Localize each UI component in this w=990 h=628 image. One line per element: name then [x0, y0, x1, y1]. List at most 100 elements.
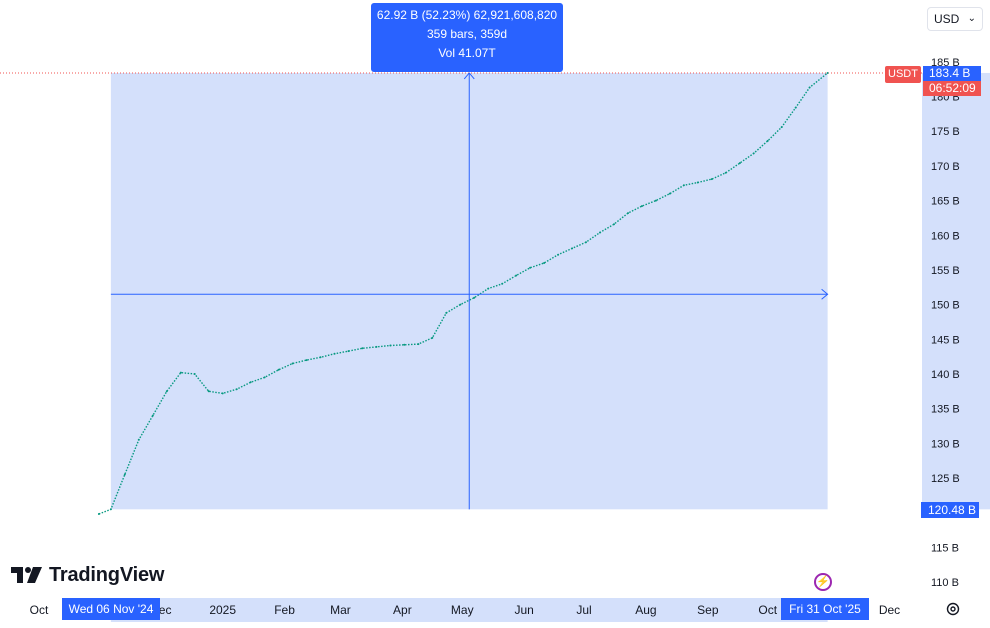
data-point	[738, 162, 741, 165]
data-point	[291, 362, 294, 365]
chevron-down-icon: ⌄	[967, 13, 976, 24]
y-tick-label: 150 B	[931, 300, 960, 312]
data-point	[389, 344, 392, 347]
data-point	[109, 508, 112, 511]
data-point	[151, 414, 154, 417]
data-point	[431, 336, 434, 339]
data-point	[808, 86, 811, 89]
data-point	[724, 171, 727, 174]
data-point	[193, 373, 196, 375]
y-tick-label: 135 B	[931, 404, 960, 416]
data-point	[599, 231, 601, 234]
y-tick-label: 175 B	[931, 126, 960, 138]
data-point	[137, 438, 140, 441]
measure-change: 62.92 B (52.23%) 62,921,608,820	[376, 8, 558, 22]
data-point	[305, 359, 308, 362]
price-axis-highlight	[922, 72, 990, 510]
data-point	[826, 72, 829, 74]
data-point	[682, 184, 685, 187]
x-tick-label: Jun	[514, 603, 533, 617]
x-tick-label: 2025	[209, 603, 236, 617]
data-point	[501, 282, 504, 285]
settings-gear-icon[interactable]	[945, 601, 961, 617]
y-tick-label: 170 B	[931, 161, 960, 173]
data-point	[319, 356, 322, 359]
data-point	[249, 381, 252, 384]
y-tick-label: 185 B	[931, 57, 960, 69]
tradingview-logo-icon	[11, 567, 42, 583]
data-point	[235, 388, 238, 391]
data-point	[515, 274, 518, 277]
data-point	[571, 247, 574, 250]
data-point	[403, 343, 406, 346]
measure-end-date: Fri 31 Oct '25	[781, 598, 869, 620]
y-tick-label: 160 B	[931, 230, 960, 242]
arrow-up-icon	[463, 72, 475, 80]
y-tick-label: 140 B	[931, 369, 960, 381]
data-point	[585, 241, 587, 244]
y-tick-label: 115 B	[931, 542, 959, 554]
data-point	[780, 126, 783, 129]
data-point	[613, 223, 615, 226]
data-point	[640, 205, 643, 208]
x-tick-label: May	[451, 603, 474, 617]
measure-volume: Vol 41.07T	[438, 46, 496, 60]
data-point	[557, 253, 560, 256]
data-point	[333, 352, 336, 355]
data-point	[347, 350, 350, 353]
x-tick-label: Oct	[30, 603, 49, 617]
x-tick-label: Oct	[758, 603, 777, 617]
measure-info-box: 62.92 B (52.23%) 62,921,608,820 359 bars…	[371, 3, 563, 72]
x-tick-label: Mar	[330, 603, 351, 617]
data-point	[668, 192, 671, 195]
data-point	[165, 390, 168, 393]
data-point	[123, 473, 126, 476]
data-point	[696, 181, 699, 184]
x-tick-label: Sep	[697, 603, 719, 617]
flash-icon[interactable]: ⚡	[814, 573, 832, 591]
data-point	[794, 106, 797, 109]
data-point	[221, 392, 224, 395]
data-point	[417, 343, 420, 346]
y-tick-label: 110 B	[931, 577, 959, 589]
data-point	[207, 390, 210, 393]
currency-label: USD	[934, 12, 960, 26]
data-point	[529, 266, 532, 269]
last-price-tag: 183.4 B	[923, 66, 981, 81]
data-point	[710, 178, 713, 181]
time-axis-highlight	[110, 598, 828, 622]
data-point	[654, 199, 657, 202]
x-tick-label: Jul	[576, 603, 591, 617]
data-point	[543, 262, 546, 264]
x-tick-label: Apr	[393, 603, 412, 617]
x-tick-label: Dec	[879, 603, 900, 617]
data-point	[487, 287, 490, 290]
data-point	[752, 152, 755, 155]
data-point	[263, 376, 266, 379]
measure-start-date: Wed 06 Nov '24	[62, 598, 160, 620]
tradingview-logo[interactable]: TradingView	[11, 563, 164, 587]
data-point	[766, 139, 769, 142]
data-point	[445, 311, 448, 314]
symbol-tag: USDT	[885, 66, 921, 83]
data-point	[375, 345, 378, 348]
bar-countdown-tag: 06:52:09	[923, 81, 981, 96]
data-point	[97, 513, 100, 515]
data-point	[459, 303, 462, 306]
y-tick-label: 125 B	[931, 473, 960, 485]
currency-select[interactable]: USD ⌄	[927, 7, 983, 31]
y-tick-label: 165 B	[931, 196, 960, 208]
data-point	[473, 296, 476, 299]
y-tick-label: 145 B	[931, 334, 960, 346]
x-tick-label: Aug	[635, 603, 656, 617]
data-point	[277, 368, 280, 371]
measure-low-price-tag: 120.48 B	[921, 502, 979, 518]
logo-text: TradingView	[49, 563, 165, 586]
y-tick-label: 155 B	[931, 265, 960, 277]
arrow-right-icon	[821, 288, 829, 300]
measure-bars: 359 bars, 359d	[426, 27, 508, 41]
data-point	[179, 371, 182, 374]
x-tick-label: Feb	[274, 603, 295, 617]
data-point	[361, 347, 364, 350]
